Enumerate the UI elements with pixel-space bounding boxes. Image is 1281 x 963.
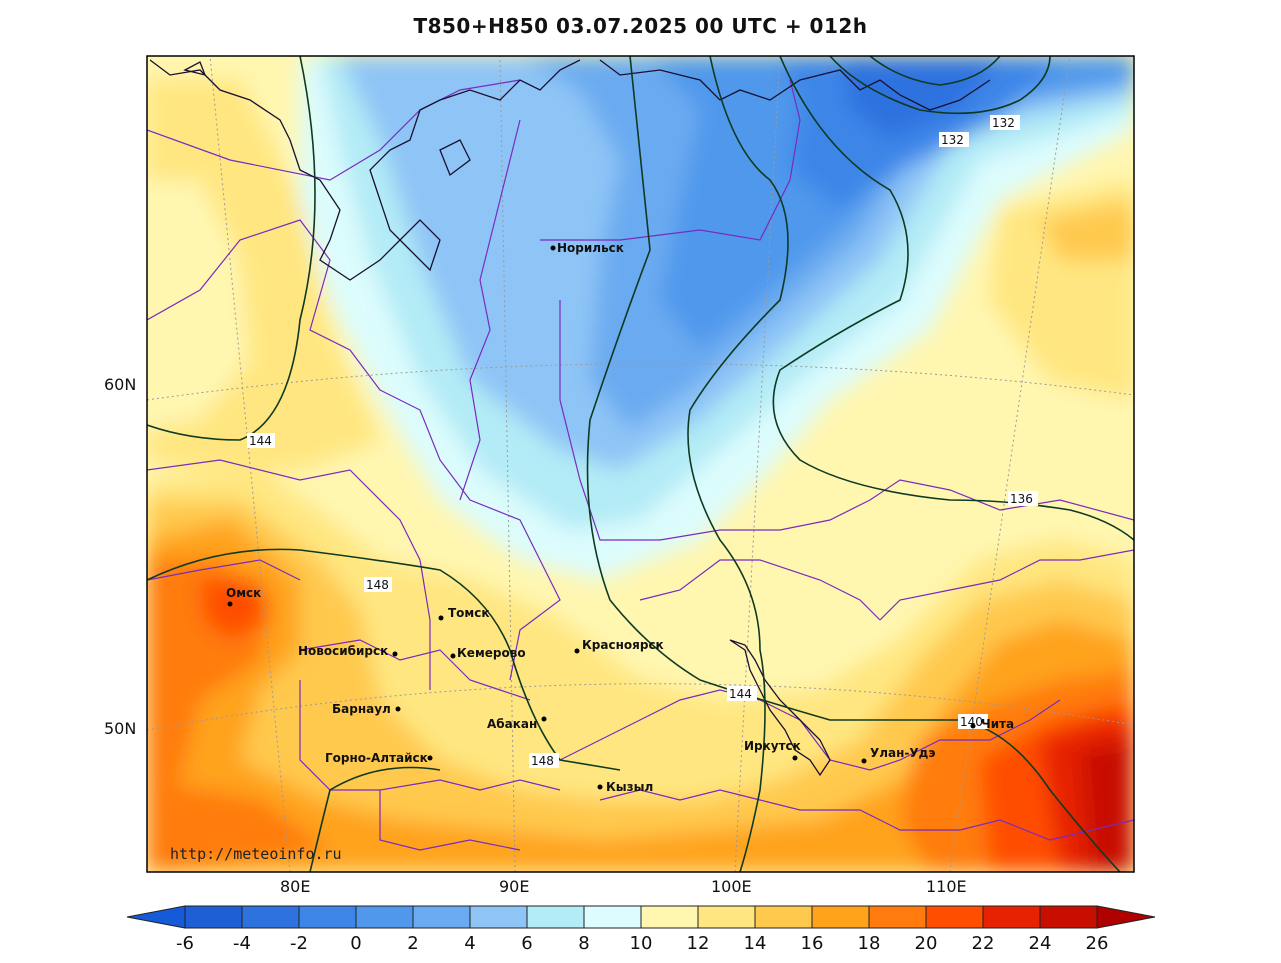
lon-label-100e: 100E <box>711 877 752 896</box>
city-label-kemerovo: Кемерово <box>457 646 526 660</box>
city-label-abakan: Абакан <box>487 717 537 731</box>
lat-label-50n: 50N <box>104 719 137 738</box>
coastlines <box>149 59 991 777</box>
contour-label: 140 <box>960 715 983 729</box>
map-frame <box>146 55 1135 873</box>
contour-label: 132 <box>992 116 1015 130</box>
temperature-field: 144 148 148 144 140 136 132 132 Норильск… <box>147 56 1134 872</box>
admin-boundaries <box>147 79 1134 851</box>
city-label-krasnoyarsk: Красноярск <box>582 638 664 652</box>
watermark: http://meteoinfo.ru <box>170 845 342 863</box>
city-label-kyzyl: Кызыл <box>606 780 653 794</box>
city-label-chita: Чита <box>981 717 1014 731</box>
contour-label: 144 <box>249 434 272 448</box>
city-label-norilsk: Норильск <box>557 241 624 255</box>
chart-title: T850+H850 03.07.2025 00 UTC + 012h <box>413 14 868 38</box>
lon-label-110e: 110E <box>926 877 967 896</box>
contour-label: 136 <box>1010 492 1033 506</box>
contour-labels: 144 148 148 144 140 136 132 132 <box>247 115 1038 768</box>
cities: Норильск Омск Томск Новосибирск Кемерово… <box>226 241 1014 794</box>
lat-label-60n: 60N <box>104 375 137 394</box>
city-label-irkutsk: Иркутск <box>744 739 801 753</box>
city-label-novosibirsk: Новосибирск <box>298 644 388 658</box>
city-label-gorno-altaysk: Горно-Алтайск <box>325 751 428 765</box>
contour-label: 132 <box>941 133 964 147</box>
lon-label-90e: 90E <box>499 877 530 896</box>
contour-label: 148 <box>531 754 554 768</box>
city-label-tomsk: Томск <box>448 606 490 620</box>
contour-label: 148 <box>366 578 389 592</box>
contour-label: 144 <box>729 687 752 701</box>
city-label-omsk: Омск <box>226 586 261 600</box>
city-label-barnaul: Барнаул <box>332 702 391 716</box>
lon-label-80e: 80E <box>280 877 311 896</box>
city-label-ulan-ude: Улан-Удэ <box>870 746 935 760</box>
